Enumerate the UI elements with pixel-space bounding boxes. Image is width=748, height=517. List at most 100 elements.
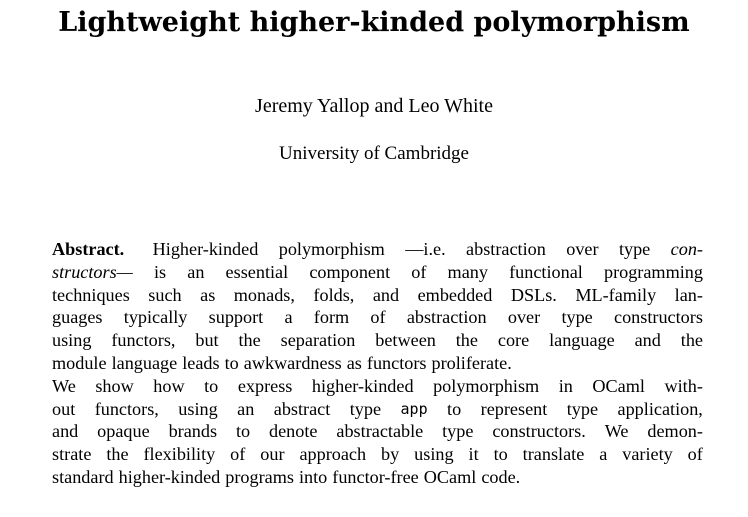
abstract-word: as: [346, 352, 362, 373]
abstract-word: higher-kinded: [311, 375, 414, 396]
abstract-word: the: [238, 330, 261, 351]
abstract-word: a: [284, 307, 293, 328]
abstract-word: structors—: [52, 261, 133, 282]
abstract-word: functors,: [94, 398, 159, 419]
abstract-word: how: [153, 375, 185, 396]
abstract-word: language: [549, 330, 615, 351]
abstract-word: express: [237, 375, 293, 396]
abstract-word: constructors.: [492, 421, 586, 442]
abstract-line: guages typically support a form of abstraction…: [52, 306, 703, 329]
abstract-line: We show how to express higher-kinded polymorph…: [52, 375, 703, 398]
abstract-word: it: [468, 444, 479, 465]
abstract-word: OCaml: [423, 466, 477, 487]
abstract-word: support: [208, 307, 264, 328]
abstract-word: functors,: [111, 330, 176, 351]
abstract-heading: Abstract.: [52, 239, 125, 259]
abstract-word: to: [493, 444, 508, 465]
abstract-word: to: [235, 421, 251, 442]
abstract-word: between: [375, 330, 436, 351]
abstract-word: polymorphism: [433, 375, 540, 396]
abstract-word: represent: [480, 398, 548, 419]
abstract-word: separation: [280, 330, 356, 351]
paper-title: Lightweight higher-kinded polymorphism: [58, 7, 690, 38]
abstract-word: and: [52, 421, 79, 442]
abstract-word: folds,: [313, 284, 355, 305]
abstract-line: using functors, but the separation between the…: [52, 329, 703, 352]
abstract-word: by: [381, 444, 400, 465]
abstract-line: module language leads to awkwardness as functo…: [52, 352, 703, 375]
abstract-word: abstract: [273, 398, 331, 419]
abstract-word: constructors: [614, 307, 703, 328]
abstract-word: core: [497, 330, 530, 351]
abstract-word: functors: [366, 352, 427, 373]
abstract-word: our: [260, 444, 285, 465]
abstract-word: with-: [664, 375, 703, 396]
abstract-word: to: [224, 352, 239, 373]
abstract-word: techniques: [52, 284, 130, 305]
abstract: Abstract. Higher-kinded polymorphism —i.e. a…: [52, 238, 703, 489]
abstract-word: to: [204, 375, 219, 396]
abstract-word: ML-family: [575, 284, 657, 305]
abstract-word: strate: [52, 444, 92, 465]
paper-authors: Jeremy Yallop and Leo White: [255, 95, 493, 117]
abstract-word: programming: [603, 261, 703, 282]
abstract-word: —i.e.: [405, 239, 446, 259]
abstract-word: language: [111, 352, 178, 373]
abstract-word: the: [455, 330, 478, 351]
abstract-word: monads,: [233, 284, 295, 305]
abstract-word: type: [442, 421, 474, 442]
abstract-word: type: [561, 307, 593, 328]
abstract-word: proliferate.: [431, 352, 512, 373]
abstract-word: using: [178, 398, 218, 419]
abstract-word: of: [230, 444, 246, 465]
abstract-word: many: [447, 261, 488, 282]
abstract-word: using: [52, 330, 92, 351]
abstract-word: out: [52, 398, 76, 419]
abstract-word: the: [680, 330, 703, 351]
abstract-word: essential: [225, 261, 289, 282]
abstract-word: as: [200, 284, 216, 305]
abstract-line: standard higher-kinded programs into functor…: [52, 466, 703, 489]
abstract-word: type: [349, 398, 382, 419]
abstract-word: over: [507, 307, 541, 328]
abstract-word: an: [187, 261, 205, 282]
abstract-word: We: [604, 421, 629, 442]
abstract-word: awkwardness: [243, 352, 342, 373]
abstract-word: app: [400, 399, 428, 418]
abstract-word: abstraction: [406, 307, 487, 328]
abstract-word: functional: [509, 261, 583, 282]
abstract-word: standard: [52, 466, 114, 487]
abstract-word: and: [634, 330, 661, 351]
abstract-word: guages: [52, 307, 103, 328]
abstract-word: form: [313, 307, 350, 328]
abstract-line: Abstract. Higher-kinded polymorphism —i.e. a…: [52, 238, 703, 261]
abstract-word: over: [566, 239, 599, 259]
abstract-word: of: [687, 444, 703, 465]
abstract-word: con-: [670, 239, 703, 259]
abstract-word: opaque: [97, 421, 150, 442]
abstract-line: out functors, using an abstract type app to repr…: [52, 398, 703, 421]
abstract-word: is: [153, 261, 167, 282]
abstract-word: approach: [299, 444, 367, 465]
abstract-word: polymorphism: [278, 239, 385, 259]
abstract-line: techniques such as monads, folds, and embedded…: [52, 284, 703, 307]
abstract-word: but: [195, 330, 219, 351]
abstract-word: of: [370, 307, 386, 328]
abstract-word: variety: [622, 444, 673, 465]
abstract-word: functor-free: [332, 466, 419, 487]
abstract-word: brands: [168, 421, 218, 442]
abstract-word: DSLs.: [510, 284, 557, 305]
abstract-word: abstractable: [336, 421, 424, 442]
abstract-word: module: [52, 352, 107, 373]
abstract-word: an: [237, 398, 255, 419]
abstract-word: the: [106, 444, 129, 465]
abstract-word: such: [148, 284, 182, 305]
abstract-word: show: [95, 375, 134, 396]
abstract-word: type: [618, 239, 651, 259]
abstract-word: embedded: [417, 284, 493, 305]
abstract-line: and opaque brands to denote abstractable type c…: [52, 420, 703, 443]
abstract-word: translate: [522, 444, 585, 465]
abstract-word: programs: [225, 466, 294, 487]
abstract-word: flexibility: [143, 444, 216, 465]
abstract-word: higher-kinded: [118, 466, 221, 487]
